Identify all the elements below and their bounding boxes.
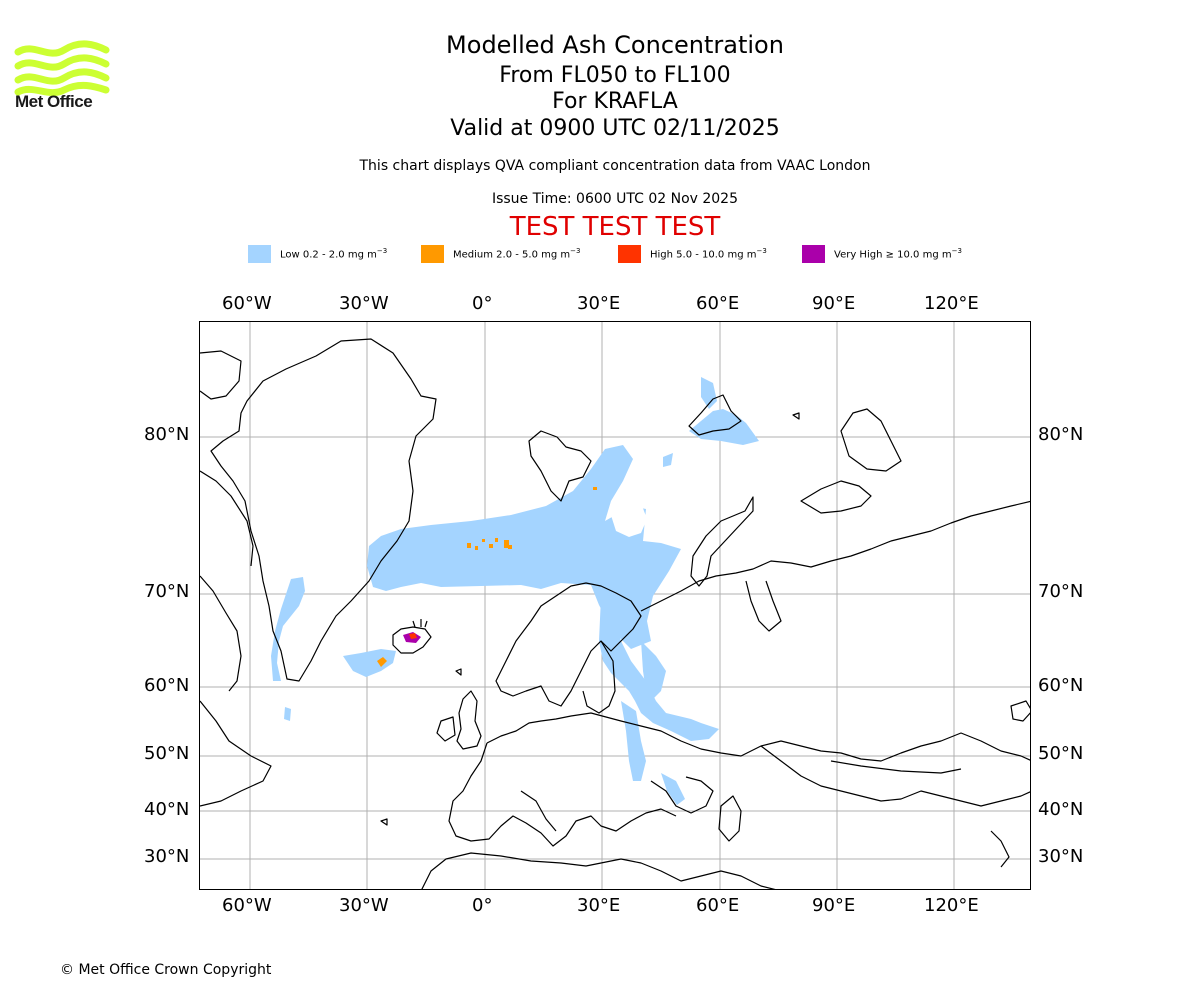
lon-tick-top-120e: 120°E [924, 293, 979, 314]
lon-tick-bottom-30e: 30°E [577, 895, 621, 916]
lat-tick-right-30n: 30°N [1038, 846, 1084, 867]
legend-item-low: Low 0.2 - 2.0 mg m−3 [248, 244, 387, 264]
lon-tick-bottom-120e: 120°E [924, 895, 979, 916]
lat-tick-left-80n: 80°N [144, 424, 190, 445]
lat-tick-right-60n: 60°N [1038, 675, 1084, 696]
copyright-notice: © Met Office Crown Copyright [60, 962, 272, 978]
ash-area-very-high [403, 632, 421, 643]
legend-swatch-very-high [802, 245, 825, 263]
ash-map[interactable] [199, 321, 1031, 890]
met-office-logo [14, 40, 110, 97]
ash-area-low [271, 377, 759, 805]
lon-tick-top-60w: 60°W [222, 293, 272, 314]
lon-tick-bottom-60w: 60°W [222, 895, 272, 916]
volcano-name: For KRAFLA [552, 89, 678, 114]
issue-time: Issue Time: 0600 UTC 02 Nov 2025 [491, 191, 739, 207]
lon-tick-top-0: 0° [472, 293, 493, 314]
legend-label-low: Low 0.2 - 2.0 mg m−3 [280, 247, 388, 261]
valid-time: Valid at 0900 UTC 02/11/2025 [450, 116, 780, 141]
lon-tick-bottom-90e: 90°E [812, 895, 856, 916]
legend-label-medium: Medium 2.0 - 5.0 mg m−3 [453, 247, 581, 261]
lon-tick-top-60e: 60°E [696, 293, 740, 314]
legend-swatch-low [248, 245, 271, 263]
legend-item-medium: Medium 2.0 - 5.0 mg m−3 [421, 244, 580, 264]
lat-tick-left-60n: 60°N [144, 675, 190, 696]
legend-item-high: High 5.0 - 10.0 mg m−3 [618, 244, 767, 264]
lon-tick-top-30w: 30°W [339, 293, 389, 314]
lat-tick-right-40n: 40°N [1038, 799, 1084, 820]
logo-wordmark: Met Office [15, 92, 93, 111]
lon-tick-bottom-0: 0° [472, 895, 493, 916]
lat-tick-right-50n: 50°N [1038, 743, 1084, 764]
legend-item-very-high: Very High ≥ 10.0 mg m−3 [802, 244, 962, 264]
ash-area-medium [377, 487, 597, 667]
lat-tick-right-80n: 80°N [1038, 424, 1084, 445]
lat-tick-left-70n: 70°N [144, 581, 190, 602]
flight-level-range: From FL050 to FL100 [499, 63, 731, 88]
coastlines [200, 338, 1030, 889]
lat-tick-left-30n: 30°N [144, 846, 190, 867]
lon-tick-top-90e: 90°E [812, 293, 856, 314]
lat-tick-right-70n: 70°N [1038, 581, 1084, 602]
lon-tick-bottom-30w: 30°W [339, 895, 389, 916]
qva-notice: This chart displays QVA compliant concen… [359, 158, 871, 174]
legend-label-very-high: Very High ≥ 10.0 mg m−3 [834, 247, 962, 261]
legend-swatch-medium [421, 245, 444, 263]
lat-tick-left-40n: 40°N [144, 799, 190, 820]
lon-tick-top-30e: 30°E [577, 293, 621, 314]
legend-swatch-high [618, 245, 641, 263]
test-banner: TEST TEST TEST [509, 212, 721, 242]
lon-tick-bottom-60e: 60°E [696, 895, 740, 916]
legend-label-high: High 5.0 - 10.0 mg m−3 [650, 247, 767, 261]
map-canvas [200, 322, 1030, 889]
chart-title: Modelled Ash Concentration [446, 31, 784, 59]
lat-tick-left-50n: 50°N [144, 743, 190, 764]
